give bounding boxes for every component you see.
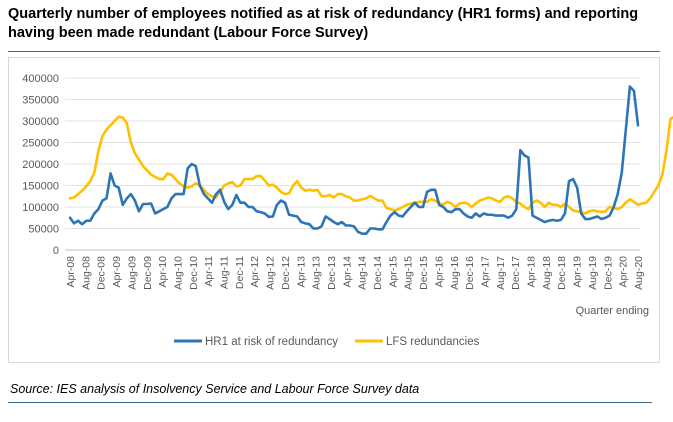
bottom-rule: [8, 402, 652, 403]
x-tick-label: Apr-15: [387, 256, 399, 288]
y-tick-label: 300000: [22, 116, 59, 128]
series-line-hr1-at-risk-of-redundancy: [68, 85, 640, 235]
x-tick-label: Aug-20: [633, 256, 645, 290]
x-tick-label: Apr-20: [618, 256, 630, 288]
x-tick-label: Apr-11: [203, 256, 215, 287]
y-tick-label: 150000: [22, 181, 59, 193]
y-tick-label: 0: [53, 245, 59, 257]
x-tick-label: Aug-16: [449, 256, 461, 290]
y-tick-label: 400000: [22, 73, 59, 85]
x-tick-label: Aug-08: [80, 256, 92, 290]
x-tick-label: Aug-11: [219, 256, 231, 289]
x-tick-label: Apr-19: [572, 256, 584, 288]
x-tick-label: Aug-18: [541, 256, 553, 290]
x-tick-label: Aug-15: [403, 256, 415, 290]
x-tick-label: Aug-12: [265, 256, 277, 290]
x-tick-label: Apr-16: [433, 256, 445, 288]
x-axis-label: Quarter ending: [576, 305, 649, 317]
x-tick-label: Dec-12: [280, 256, 292, 290]
y-tick-label: 200000: [22, 159, 59, 171]
top-rule: [8, 51, 660, 52]
x-tick-label: Dec-11: [234, 256, 246, 289]
x-tick-label: Aug-17: [495, 256, 507, 290]
x-tick-label: Apr-09: [111, 256, 123, 288]
series-line-lfs-redundancies: [68, 115, 673, 215]
legend: HR1 at risk of redundancy LFS redundancie…: [174, 336, 480, 348]
x-tick-label: Apr-18: [526, 256, 538, 288]
x-tick-label: Aug-13: [311, 256, 323, 290]
x-tick-label: Aug-09: [126, 256, 138, 290]
x-tick-label: Apr-17: [479, 256, 491, 288]
y-tick-label: 250000: [22, 138, 59, 150]
x-tick-label: Aug-10: [172, 256, 184, 290]
x-tick-label: Apr-10: [157, 256, 169, 288]
x-tick-label: Apr-14: [341, 256, 353, 288]
legend-label: LFS redundancies: [386, 336, 480, 348]
x-tick-label: Dec-15: [418, 256, 430, 290]
y-axis-ticks: 0 50000 100000 150000 200000 250000 300000 3500…: [22, 73, 59, 257]
x-tick-label: Dec-17: [510, 256, 522, 290]
y-tick-label: 100000: [22, 202, 59, 214]
legend-label: HR1 at risk of redundancy: [205, 336, 338, 348]
x-tick-label: Dec-10: [188, 256, 200, 290]
x-axis-ticks: Apr-08 Aug-08 Dec-08 Apr-09 Aug-09 Dec-09 Apr-…: [65, 256, 645, 290]
x-tick-label: Aug-14: [357, 256, 369, 290]
y-tick-label: 350000: [22, 95, 59, 107]
series-lines: [68, 85, 673, 235]
x-tick-label: Dec-19: [602, 256, 614, 290]
x-tick-label: Dec-16: [464, 256, 476, 290]
x-tick-label: Apr-13: [295, 256, 307, 288]
x-tick-label: Apr-08: [65, 256, 77, 288]
x-tick-label: Apr-12: [249, 256, 261, 288]
gridlines: [65, 77, 640, 251]
x-tick-label: Aug-19: [587, 256, 599, 290]
chart-frame: [8, 57, 660, 363]
x-tick-label: Dec-13: [326, 256, 338, 290]
x-tick-label: Dec-18: [556, 256, 568, 290]
chart-title: Quarterly number of employees notified a…: [8, 6, 639, 41]
source-note: Source: IES analysis of Insolvency Servi…: [10, 382, 420, 396]
y-tick-label: 50000: [28, 224, 59, 236]
x-tick-label: Dec-14: [372, 256, 384, 290]
x-tick-label: Dec-08: [96, 256, 108, 290]
x-tick-label: Dec-09: [142, 256, 154, 290]
